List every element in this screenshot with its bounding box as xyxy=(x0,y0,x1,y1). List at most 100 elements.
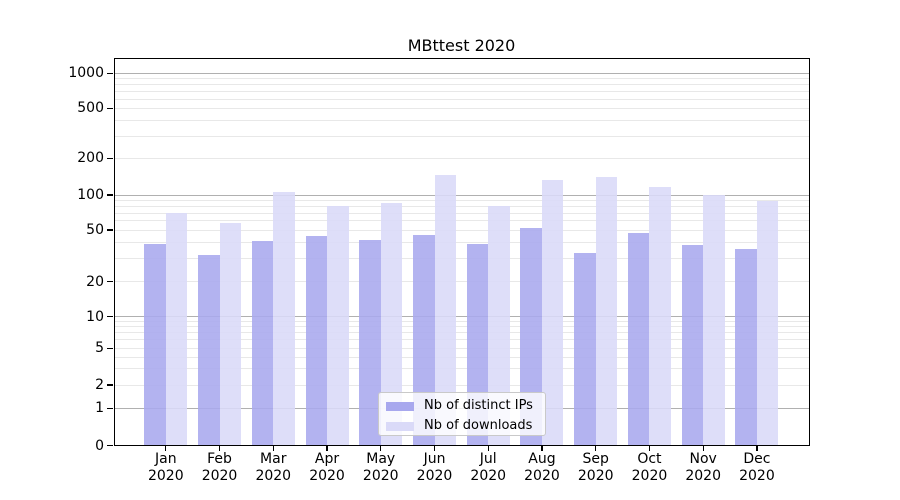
bar-distinct-ips xyxy=(359,239,381,446)
x-tick-label: Oct 2020 xyxy=(617,451,681,484)
legend-swatch-downloads xyxy=(386,421,414,431)
x-tick-month: Jul xyxy=(479,451,497,467)
y-tick-label: 1 xyxy=(95,400,104,417)
gridline-minor xyxy=(113,119,810,121)
x-tick-mark xyxy=(380,445,382,451)
gridline-minor xyxy=(113,205,810,207)
bar-downloads xyxy=(434,174,456,446)
gridline-major xyxy=(113,194,810,196)
x-tick-label: Jun 2020 xyxy=(403,451,467,484)
x-tick-year: 2020 xyxy=(416,467,453,484)
gridline-minor xyxy=(113,368,810,370)
chart-title: MBttest 2020 xyxy=(407,36,516,55)
x-tick-year: 2020 xyxy=(524,467,560,484)
y-tick-label: 10 xyxy=(86,308,104,325)
legend-swatch-distinct-ips xyxy=(386,401,414,411)
gridline-minor xyxy=(113,356,810,358)
bar-distinct-ips xyxy=(574,253,596,446)
gridline-minor xyxy=(113,326,810,328)
y-tick-mark xyxy=(106,407,113,409)
gridline-minor xyxy=(113,78,810,80)
bar-distinct-ips xyxy=(681,245,704,446)
x-tick-label: Sep 2020 xyxy=(564,451,628,484)
bar-downloads xyxy=(649,187,671,446)
x-tick-year: 2020 xyxy=(362,467,399,484)
y-tick-label: 50 xyxy=(86,222,104,238)
gridline-minor xyxy=(113,281,810,283)
x-tick-year: 2020 xyxy=(631,467,668,484)
bar-distinct-ips xyxy=(144,244,166,446)
x-tick-month: Aug xyxy=(528,451,556,467)
x-tick-mark xyxy=(756,445,758,451)
legend-item-downloads: Nb of downloads xyxy=(386,416,545,436)
gridline-minor xyxy=(113,258,810,260)
x-tick-month: Mar xyxy=(260,451,287,467)
gridline-minor xyxy=(113,332,810,334)
bar-downloads xyxy=(595,177,618,446)
gridline-minor xyxy=(113,135,810,137)
bar-distinct-ips xyxy=(735,248,757,446)
bar-distinct-ips xyxy=(627,233,650,446)
x-tick-mark xyxy=(487,445,489,451)
gridline-minor xyxy=(113,199,810,201)
x-tick-month: Sep xyxy=(582,451,609,467)
gridline-minor xyxy=(113,107,810,109)
legend-label-downloads: Nb of downloads xyxy=(424,418,533,433)
gridline-minor xyxy=(113,384,810,386)
x-tick-label: May 2020 xyxy=(349,451,413,484)
y-tick-mark xyxy=(106,444,113,447)
y-tick-label: 100 xyxy=(77,187,104,203)
x-tick-year: 2020 xyxy=(470,467,507,484)
gridline-minor xyxy=(113,339,810,341)
y-tick-mark xyxy=(106,194,113,196)
y-tick-label: 200 xyxy=(77,150,104,167)
bar-downloads xyxy=(380,202,403,446)
x-tick-label: Dec 2020 xyxy=(725,451,789,484)
y-tick-label: 1000 xyxy=(68,65,104,82)
x-tick-mark xyxy=(272,445,274,451)
x-tick-month: Nov xyxy=(689,451,717,467)
y-tick-mark xyxy=(106,229,113,231)
x-tick-month: Jun xyxy=(423,451,446,467)
x-tick-month: Dec xyxy=(743,451,771,467)
x-tick-month: Apr xyxy=(314,451,340,467)
gridline-minor xyxy=(113,347,810,349)
x-tick-mark xyxy=(541,445,543,451)
y-tick-label: 0 xyxy=(95,437,104,454)
bar-downloads xyxy=(273,191,295,446)
x-tick-mark xyxy=(702,445,704,451)
x-tick-year: 2020 xyxy=(577,467,614,484)
x-tick-year: 2020 xyxy=(147,467,184,484)
x-tick-mark xyxy=(326,445,328,451)
y-tick-label: 500 xyxy=(77,100,104,117)
gridline-minor xyxy=(113,321,810,322)
x-tick-year: 2020 xyxy=(309,467,345,484)
y-tick-label: 20 xyxy=(86,273,104,290)
x-tick-month: Oct xyxy=(637,451,662,467)
bar-downloads xyxy=(756,201,779,446)
x-tick-year: 2020 xyxy=(255,467,292,484)
x-tick-label: Mar 2020 xyxy=(241,451,305,484)
x-tick-mark xyxy=(433,445,436,451)
bar-distinct-ips xyxy=(305,235,328,446)
x-tick-year: 2020 xyxy=(201,467,238,484)
legend: Nb of distinct IPs Nb of downloads xyxy=(378,392,546,436)
bar-downloads xyxy=(488,205,510,446)
x-tick-label: Jan 2020 xyxy=(134,451,198,484)
y-tick-mark xyxy=(106,157,113,159)
y-tick-label: 5 xyxy=(95,340,104,357)
x-tick-mark xyxy=(165,445,167,451)
gridline-minor xyxy=(113,220,810,222)
gridline-major xyxy=(113,316,810,318)
x-tick-month: May xyxy=(366,451,396,467)
gridline-minor xyxy=(113,212,810,214)
bar-distinct-ips xyxy=(198,255,220,446)
x-tick-month: Feb xyxy=(207,451,232,467)
y-tick-mark xyxy=(106,72,113,74)
x-tick-year: 2020 xyxy=(739,467,775,484)
gridline-minor xyxy=(113,242,810,244)
gridline-major xyxy=(113,72,810,74)
y-tick-mark xyxy=(106,316,113,318)
gridline-minor xyxy=(113,90,810,92)
x-tick-mark xyxy=(218,445,221,451)
